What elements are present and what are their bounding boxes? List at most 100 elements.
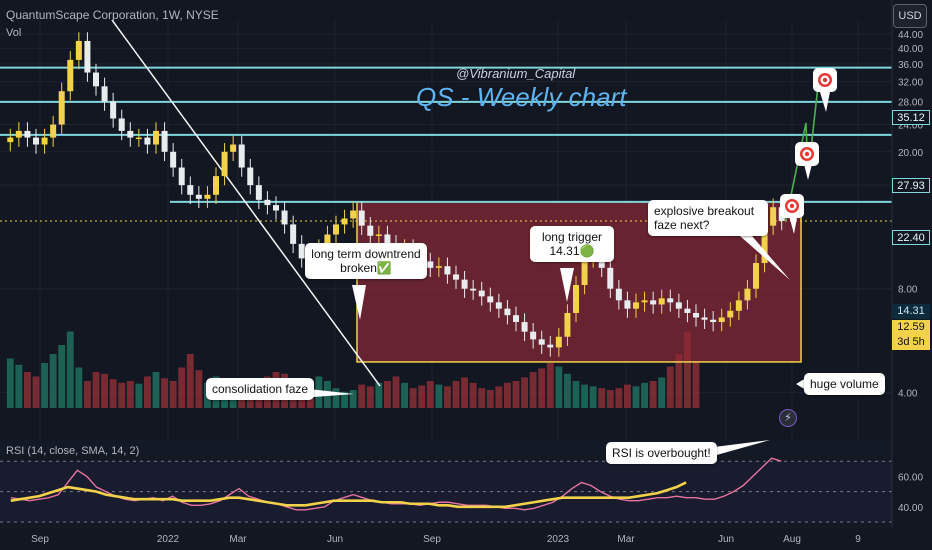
candle-body — [50, 124, 57, 138]
volume-bar — [349, 390, 357, 408]
candle-body — [684, 308, 691, 313]
price-tick-label: 28.00 — [898, 98, 923, 109]
volume-bar — [41, 363, 48, 408]
trigger-value: 14.31🟢 — [549, 244, 595, 258]
candle-body — [273, 205, 279, 211]
candle-body — [701, 317, 708, 320]
volume-bar — [461, 377, 468, 408]
candle-body — [230, 144, 237, 152]
candle-body — [495, 302, 502, 309]
rsi-tick-label: 60.00 — [898, 472, 923, 483]
candle-body — [264, 199, 271, 206]
price-tick-label: 8.00 — [898, 285, 918, 296]
volume-bar — [692, 361, 700, 408]
currency-button[interactable]: USD — [893, 4, 927, 28]
horizontal-levels — [0, 66, 892, 222]
candle-body — [178, 167, 185, 186]
time-axis-bg — [0, 528, 932, 550]
rsi-text: RSI is overbought! — [612, 446, 711, 460]
level-tag-35: 35.12 — [892, 110, 930, 125]
target-icon — [813, 68, 837, 92]
downtrend-callout: long term downtrend broken✅ — [305, 243, 427, 279]
candle-body — [624, 300, 631, 309]
candle-body — [633, 302, 639, 309]
volume-bar — [538, 368, 546, 408]
volume-bar — [504, 382, 511, 408]
candle-body — [15, 130, 22, 138]
volume-bar — [92, 372, 100, 408]
trigger-label: long trigger — [541, 230, 603, 244]
candle-body — [41, 137, 48, 145]
candle-body — [384, 234, 391, 244]
price-tick-label: 4.00 — [898, 388, 918, 399]
volume-bar — [469, 382, 477, 408]
rsi-callout: RSI is overbought! — [606, 442, 717, 464]
volume-bar — [6, 358, 14, 408]
price-tick-label: 20.00 — [898, 148, 923, 159]
volume-bar — [409, 388, 417, 408]
time-tick-label: Jun — [327, 534, 343, 545]
volume-bar — [358, 384, 366, 408]
author-credit: @Vibranium_Capital — [456, 66, 576, 81]
time-tick-label: Sep — [31, 534, 49, 545]
volume-bar — [444, 386, 451, 408]
volume-bar — [684, 331, 691, 408]
volume-text: huge volume — [810, 377, 879, 391]
volume-pointer — [796, 378, 806, 390]
volume-bar — [589, 386, 597, 408]
candle-body — [487, 296, 494, 303]
price-tick-label: 44.00 — [898, 30, 923, 41]
volume-bar — [178, 367, 186, 408]
candle-body — [247, 167, 254, 186]
volume-bar — [118, 382, 126, 408]
candle-body — [118, 118, 125, 131]
volume-label: Vol — [6, 27, 22, 39]
candle-body — [770, 207, 777, 226]
volume-bar — [169, 381, 177, 408]
volume-bar — [658, 377, 666, 408]
candle-body — [255, 185, 262, 200]
time-tick-label: 2023 — [547, 534, 570, 545]
volume-bar — [24, 372, 31, 408]
bullseye-icon — [800, 147, 814, 161]
candle-body — [555, 336, 562, 348]
candle-body — [581, 258, 588, 286]
candle-body — [693, 312, 699, 318]
candle-body — [75, 40, 82, 60]
current-price-tag: 12.59 — [892, 320, 930, 335]
volume-bar — [135, 383, 143, 408]
volume-bar — [555, 366, 563, 408]
trigger-tag: 14.31 — [892, 304, 930, 319]
candle-body — [358, 210, 365, 226]
rsi-ma-line — [10, 481, 687, 509]
candle-body — [735, 300, 742, 311]
volume-bar — [144, 376, 151, 408]
candle-body — [547, 344, 554, 348]
trigger-callout: long trigger 14.31🟢 — [530, 226, 614, 262]
volume-bar — [101, 373, 108, 408]
candle-body — [33, 137, 39, 145]
candle-body — [290, 224, 297, 244]
countdown-tag: 3d 5h — [892, 335, 930, 350]
volume-bar — [126, 381, 134, 408]
volume-bar — [641, 382, 648, 408]
volume-bar — [186, 354, 194, 408]
volume-bar — [649, 381, 657, 408]
candle-body — [444, 266, 451, 275]
consolidation-callout: consolidation faze — [206, 378, 315, 400]
candle-body — [281, 210, 288, 225]
price-tick-label: 40.00 — [898, 44, 923, 55]
volume-bar — [392, 376, 400, 408]
candle-body — [667, 298, 674, 303]
candle-body — [470, 288, 477, 291]
candle-body — [478, 290, 485, 297]
candle-body — [453, 274, 459, 280]
volume-bar — [366, 386, 374, 408]
volume-bar — [161, 378, 168, 408]
candle-body — [127, 130, 134, 138]
candle-body — [350, 210, 357, 219]
candle-body — [170, 151, 177, 168]
lightning-icon[interactable]: ⚡ — [779, 409, 797, 427]
volume-bar — [384, 381, 391, 408]
candle-body — [461, 279, 468, 289]
